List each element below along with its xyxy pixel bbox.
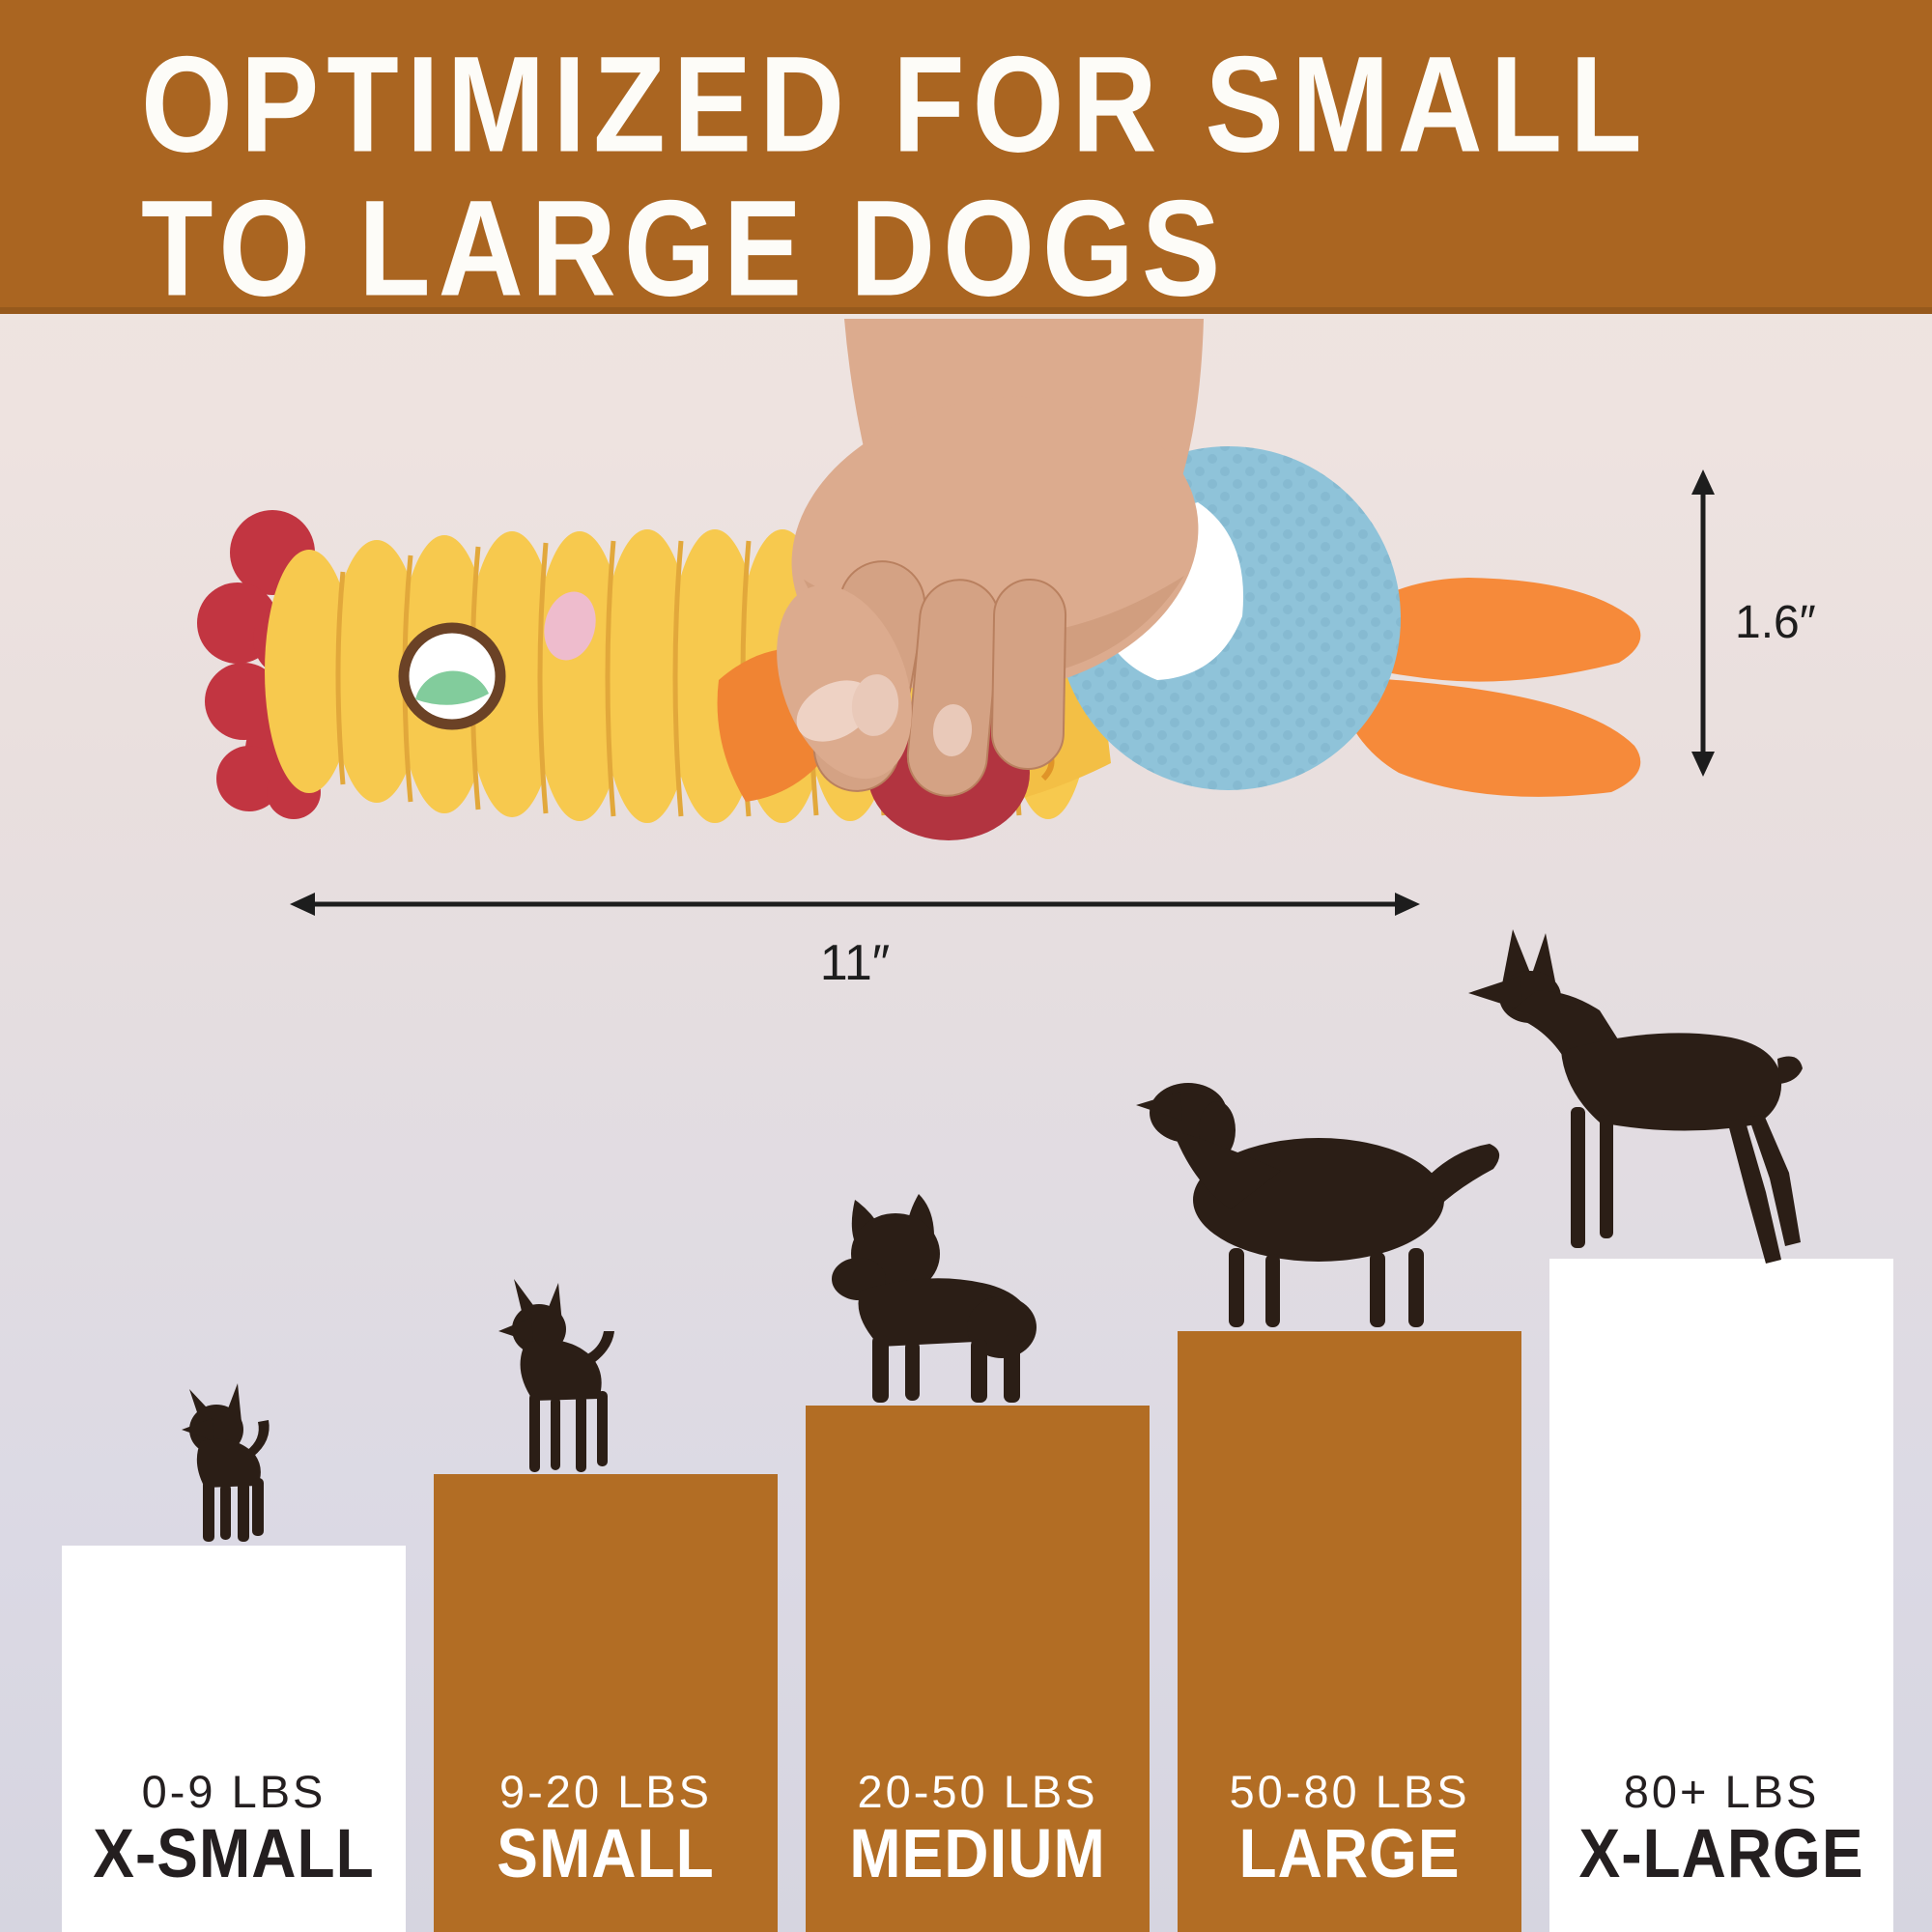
size-bar: 80+ LBS X-LARGE bbox=[1549, 1259, 1893, 1932]
bar-size-label: X-LARGE bbox=[1578, 1814, 1864, 1892]
bar-weight-label: 20-50 LBS bbox=[857, 1766, 1098, 1817]
length-dimension-label: 11″ bbox=[820, 935, 890, 991]
dog-silhouette-doberman-icon bbox=[1468, 929, 1803, 1264]
header-title-line1: OPTIMIZED FOR SMALL bbox=[141, 27, 1650, 181]
hand-nails bbox=[796, 674, 973, 756]
bar-weight-label: 0-9 LBS bbox=[141, 1766, 327, 1817]
header-banner: OPTIMIZED FOR SMALL TO LARGE DOGS bbox=[0, 0, 1932, 325]
dog-silhouette-french-bulldog-icon bbox=[832, 1194, 1037, 1403]
toy-cheek-patch bbox=[544, 591, 596, 661]
bar-size-label: SMALL bbox=[497, 1814, 715, 1892]
product-photo-illustration: 1.6″ 11″ bbox=[197, 319, 1816, 991]
dog-silhouette-golden-retriever-icon bbox=[1136, 1083, 1500, 1327]
bar-size-label: X-SMALL bbox=[93, 1814, 375, 1892]
bar-size-label: MEDIUM bbox=[849, 1814, 1106, 1892]
bar-size-label: LARGE bbox=[1238, 1814, 1461, 1892]
bar-weight-label: 80+ LBS bbox=[1623, 1766, 1820, 1817]
size-bar: 20-50 LBS MEDIUM bbox=[806, 1406, 1150, 1932]
dog-silhouette-chihuahua-icon bbox=[182, 1383, 270, 1542]
height-dimension-arrowheads bbox=[1691, 469, 1715, 777]
length-dimension-arrowheads bbox=[290, 893, 1420, 916]
hand bbox=[777, 319, 1204, 797]
size-bar: 9-20 LBS SMALL bbox=[434, 1474, 778, 1932]
bar-weight-label: 9-20 LBS bbox=[499, 1766, 712, 1817]
toy-eye bbox=[398, 622, 506, 730]
dog-silhouette-miniature-pinscher-icon bbox=[498, 1279, 614, 1472]
bar-weight-label: 50-80 LBS bbox=[1229, 1766, 1470, 1817]
size-bar: 0-9 LBS X-SMALL bbox=[62, 1546, 406, 1932]
header-title-line2: TO LARGE DOGS bbox=[141, 171, 1229, 325]
height-dimension-label: 1.6″ bbox=[1735, 597, 1816, 648]
size-bar: 50-80 LBS LARGE bbox=[1178, 1331, 1521, 1932]
toy-feet bbox=[1325, 578, 1641, 797]
